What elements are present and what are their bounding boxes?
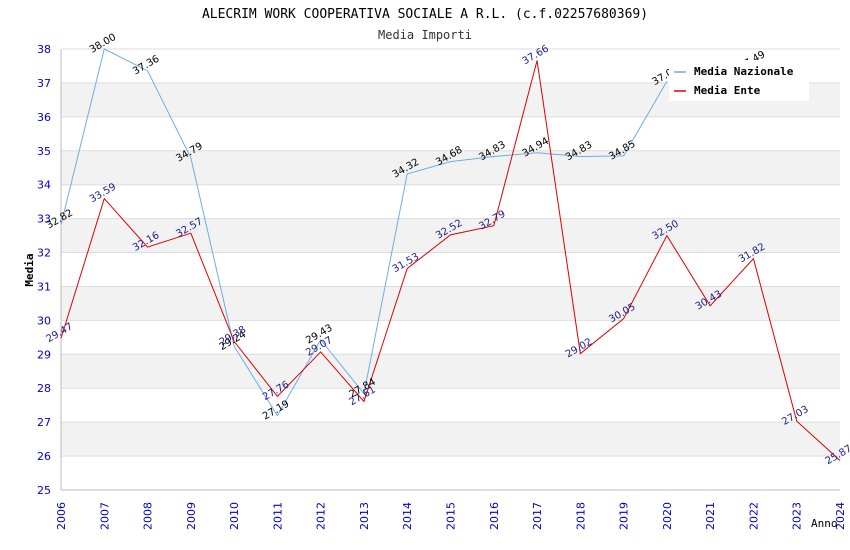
x-tick-label-2017: 2017 bbox=[531, 502, 544, 530]
x-tick-label-2010: 2010 bbox=[228, 502, 241, 530]
chart-title: ALECRIM WORK COOPERATIVA SOCIALE A R.L. … bbox=[202, 7, 648, 22]
y-tick-label-37: 37 bbox=[37, 77, 51, 90]
x-tick-label-2013: 2013 bbox=[358, 502, 371, 530]
y-tick-label-38: 38 bbox=[37, 43, 51, 56]
x-tick-label-2021: 2021 bbox=[704, 502, 717, 530]
x-tick-label-2015: 2015 bbox=[445, 502, 458, 530]
y-tick-label-31: 31 bbox=[37, 280, 51, 293]
x-tick-label-2009: 2009 bbox=[185, 502, 198, 530]
y-tick-label-35: 35 bbox=[37, 145, 51, 158]
y-tick-label-27: 27 bbox=[37, 416, 51, 429]
x-tick-label-2012: 2012 bbox=[315, 502, 328, 530]
grid-band bbox=[61, 422, 840, 457]
x-tick-label-2019: 2019 bbox=[618, 502, 631, 530]
y-tick-label-32: 32 bbox=[37, 247, 51, 260]
y-tick-label-26: 26 bbox=[37, 450, 51, 463]
y-tick-label-30: 30 bbox=[37, 314, 51, 327]
y-tick-label-33: 33 bbox=[37, 213, 51, 226]
x-tick-label-2008: 2008 bbox=[142, 502, 155, 530]
grid-band bbox=[61, 218, 840, 253]
legend-label-media-ente: Media Ente bbox=[694, 84, 761, 97]
legend-box bbox=[669, 60, 809, 101]
y-tick-label-28: 28 bbox=[37, 382, 51, 395]
x-tick-label-2014: 2014 bbox=[401, 502, 414, 530]
legend-label-media-nazionale: Media Nazionale bbox=[694, 65, 794, 78]
x-tick-label-2011: 2011 bbox=[271, 502, 284, 530]
chart-subtitle: Media Importi bbox=[378, 28, 472, 42]
x-tick-label-2023: 2023 bbox=[791, 502, 804, 530]
x-tick-label-2024: 2024 bbox=[834, 502, 847, 530]
x-tick-labels: 2006 2007 2008 2009 2010 2011 2012 2013 2014 2015… bbox=[55, 502, 847, 530]
series-lines bbox=[60, 48, 841, 461]
x-tick-label-2020: 2020 bbox=[661, 502, 674, 530]
y-tick-label-29: 29 bbox=[37, 348, 51, 361]
x-tick-label-2016: 2016 bbox=[488, 502, 501, 530]
x-axis-label: Anno bbox=[811, 517, 838, 530]
x-tick-label-2007: 2007 bbox=[98, 502, 111, 530]
x-tick-label-2018: 2018 bbox=[574, 502, 587, 530]
x-tick-label-2006: 2006 bbox=[55, 502, 68, 530]
series-line-media-ente bbox=[60, 60, 841, 461]
y-axis-label: Media bbox=[23, 253, 36, 286]
y-tick-label-36: 36 bbox=[37, 111, 51, 124]
grid-band bbox=[61, 286, 840, 321]
y-tick-label-34: 34 bbox=[37, 179, 51, 192]
y-tick-labels: 25 26 27 28 29 30 31 32 33 34 35 36 37 38 bbox=[37, 43, 51, 497]
legend: Media Nazionale Media Ente bbox=[669, 60, 809, 101]
grid-bands bbox=[61, 82, 840, 457]
series-line-media-nazionale bbox=[60, 48, 668, 417]
grid-band bbox=[61, 354, 840, 389]
y-tick-label-25: 25 bbox=[37, 484, 51, 497]
x-tick-label-2022: 2022 bbox=[747, 502, 760, 530]
data-label-media-nazionale-2008: 37.36 bbox=[131, 54, 161, 78]
grid-band bbox=[61, 150, 840, 185]
